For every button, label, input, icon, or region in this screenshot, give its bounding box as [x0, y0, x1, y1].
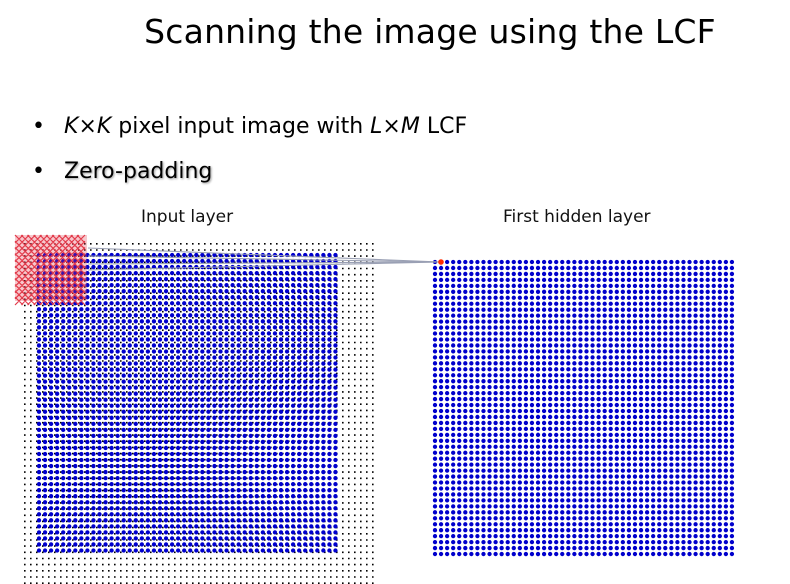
- bullet-dot: •: [32, 114, 45, 139]
- hidden-layer-grid: [432, 259, 735, 557]
- slide-title: Scanning the image using the LCF: [144, 12, 716, 51]
- times-sign: ×: [382, 114, 401, 139]
- bullet-text: LCF: [419, 114, 468, 139]
- input-layer-grid: [36, 252, 338, 553]
- active-neuron-dot: [438, 259, 444, 265]
- var-k: K: [96, 114, 112, 139]
- bullet-zero-padding: • Zero-padding: [32, 161, 467, 183]
- connection-line: [87, 261, 442, 271]
- bullet-text: pixel input image with: [111, 114, 371, 139]
- input-neurons: [36, 252, 338, 553]
- bullet-input-image: • K×K pixel input image with L×M LCF: [32, 116, 467, 138]
- bullet-list: • K×K pixel input image with L×M LCF • Z…: [32, 116, 467, 183]
- var-l: L: [370, 114, 383, 139]
- active-hidden-neuron: [438, 259, 444, 265]
- times-sign: ×: [78, 114, 97, 139]
- hidden-neurons: [432, 259, 735, 557]
- filter-x-marks: [14, 234, 86, 306]
- connection-line: [87, 261, 442, 265]
- filter-connection-lines: [87, 247, 442, 271]
- padding-dots: [24, 243, 374, 584]
- bullet-text: Zero-padding: [64, 159, 213, 184]
- var-k: K: [64, 114, 79, 139]
- connection-line: [87, 247, 442, 263]
- input-layer-label: Input layer: [141, 207, 234, 227]
- var-m: M: [400, 114, 420, 139]
- lcf-filter-window: [14, 234, 87, 306]
- hidden-layer-label: First hidden layer: [503, 207, 651, 227]
- bullet-dot: •: [32, 159, 45, 184]
- zero-padding-grid: [24, 243, 374, 584]
- connection-line: [87, 255, 442, 263]
